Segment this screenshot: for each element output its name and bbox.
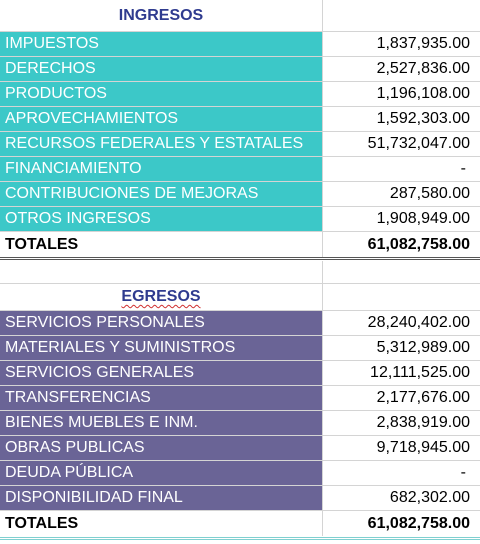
totals-label[interactable]: TOTALES	[0, 232, 323, 257]
egresos-header-value-cell[interactable]	[323, 284, 480, 310]
table-row[interactable]: SERVICIOS GENERALES 12,111,525.00	[0, 361, 480, 386]
row-value[interactable]: 5,312,989.00	[323, 336, 480, 360]
table-row[interactable]: MATERIALES Y SUMINISTROS 5,312,989.00	[0, 336, 480, 361]
table-row[interactable]: OBRAS PUBLICAS 9,718,945.00	[0, 436, 480, 461]
table-row[interactable]: DISPONIBILIDAD FINAL 682,302.00	[0, 486, 480, 511]
ingresos-header-row[interactable]: INGRESOS	[0, 0, 480, 32]
row-value[interactable]: 2,527,836.00	[323, 57, 480, 81]
row-value[interactable]: 1,908,949.00	[323, 207, 480, 231]
egresos-header-row[interactable]: EGRESOS	[0, 284, 480, 311]
table-row[interactable]: PRODUCTOS 1,196,108.00	[0, 82, 480, 107]
ingresos-totals-row[interactable]: TOTALES 61,082,758.00	[0, 232, 480, 257]
blank-cell-a[interactable]	[0, 261, 323, 283]
row-label[interactable]: OBRAS PUBLICAS	[0, 436, 323, 460]
row-label[interactable]: TRANSFERENCIAS	[0, 386, 323, 410]
totals-value[interactable]: 61,082,758.00	[323, 511, 480, 536]
table-row[interactable]: SERVICIOS PERSONALES 28,240,402.00	[0, 311, 480, 336]
row-label[interactable]: FINANCIAMIENTO	[0, 157, 323, 181]
row-label: BIENES MUEBLES E INM.	[5, 414, 198, 431]
egresos-title: EGRESOS	[121, 288, 201, 305]
table-row[interactable]: TRANSFERENCIAS 2,177,676.00	[0, 386, 480, 411]
table-row[interactable]: OTROS INGRESOS 1,908,949.00	[0, 207, 480, 232]
row-value[interactable]: 12,111,525.00	[323, 361, 480, 385]
row-label[interactable]: APROVECHAMIENTOS	[0, 107, 323, 131]
row-value[interactable]: 1,592,303.00	[323, 107, 480, 131]
blank-cell-b[interactable]	[323, 261, 480, 283]
egresos-totals-row[interactable]: TOTALES 61,082,758.00	[0, 511, 480, 536]
row-label[interactable]: IMPUESTOS	[0, 32, 323, 56]
bottom-double-border	[0, 537, 480, 540]
row-label[interactable]: CONTRIBUCIONES DE MEJORAS	[0, 182, 323, 206]
table-row[interactable]: APROVECHAMIENTOS 1,592,303.00	[0, 107, 480, 132]
row-value[interactable]: -	[323, 157, 480, 181]
row-label[interactable]: DERECHOS	[0, 57, 323, 81]
table-row[interactable]: FINANCIAMIENTO -	[0, 157, 480, 182]
double-border	[0, 257, 480, 260]
row-label[interactable]: DEUDA PÚBLICA	[0, 461, 323, 485]
row-label[interactable]: SERVICIOS GENERALES	[0, 361, 323, 385]
row-value[interactable]: 51,732,047.00	[323, 132, 480, 156]
table-row[interactable]: DERECHOS 2,527,836.00	[0, 57, 480, 82]
ingresos-header-value-cell[interactable]	[323, 0, 480, 31]
row-label[interactable]: OTROS INGRESOS	[0, 207, 323, 231]
table-row[interactable]: DEUDA PÚBLICA -	[0, 461, 480, 486]
row-value[interactable]: 2,177,676.00	[323, 386, 480, 410]
row-value[interactable]: 1,196,108.00	[323, 82, 480, 106]
table-row[interactable]: RECURSOS FEDERALES Y ESTATALES 51,732,04…	[0, 132, 480, 157]
totals-label[interactable]: TOTALES	[0, 511, 323, 536]
table-row[interactable]: CONTRIBUCIONES DE MEJORAS 287,580.00	[0, 182, 480, 207]
totals-value[interactable]: 61,082,758.00	[323, 232, 480, 257]
row-label[interactable]: DISPONIBILIDAD FINAL	[0, 486, 323, 510]
row-label[interactable]: RECURSOS FEDERALES Y ESTATALES	[0, 132, 323, 156]
egresos-title-cell[interactable]: EGRESOS	[0, 284, 323, 310]
table-row[interactable]: IMPUESTOS 1,837,935.00	[0, 32, 480, 57]
row-value[interactable]: 682,302.00	[323, 486, 480, 510]
blank-row[interactable]	[0, 261, 480, 284]
row-value[interactable]: 1,837,935.00	[323, 32, 480, 56]
row-label[interactable]: MATERIALES Y SUMINISTROS	[0, 336, 323, 360]
row-label[interactable]: PRODUCTOS	[0, 82, 323, 106]
row-value[interactable]: -	[323, 461, 480, 485]
row-value[interactable]: 2,838,919.00	[323, 411, 480, 435]
row-value[interactable]: 287,580.00	[323, 182, 480, 206]
row-value[interactable]: 9,718,945.00	[323, 436, 480, 460]
row-label-cell[interactable]: BIENES MUEBLES E INM.	[0, 411, 323, 435]
row-label[interactable]: SERVICIOS PERSONALES	[0, 311, 323, 335]
ingresos-title[interactable]: INGRESOS	[0, 0, 323, 31]
table-row[interactable]: BIENES MUEBLES E INM. 2,838,919.00	[0, 411, 480, 436]
row-value[interactable]: 28,240,402.00	[323, 311, 480, 335]
